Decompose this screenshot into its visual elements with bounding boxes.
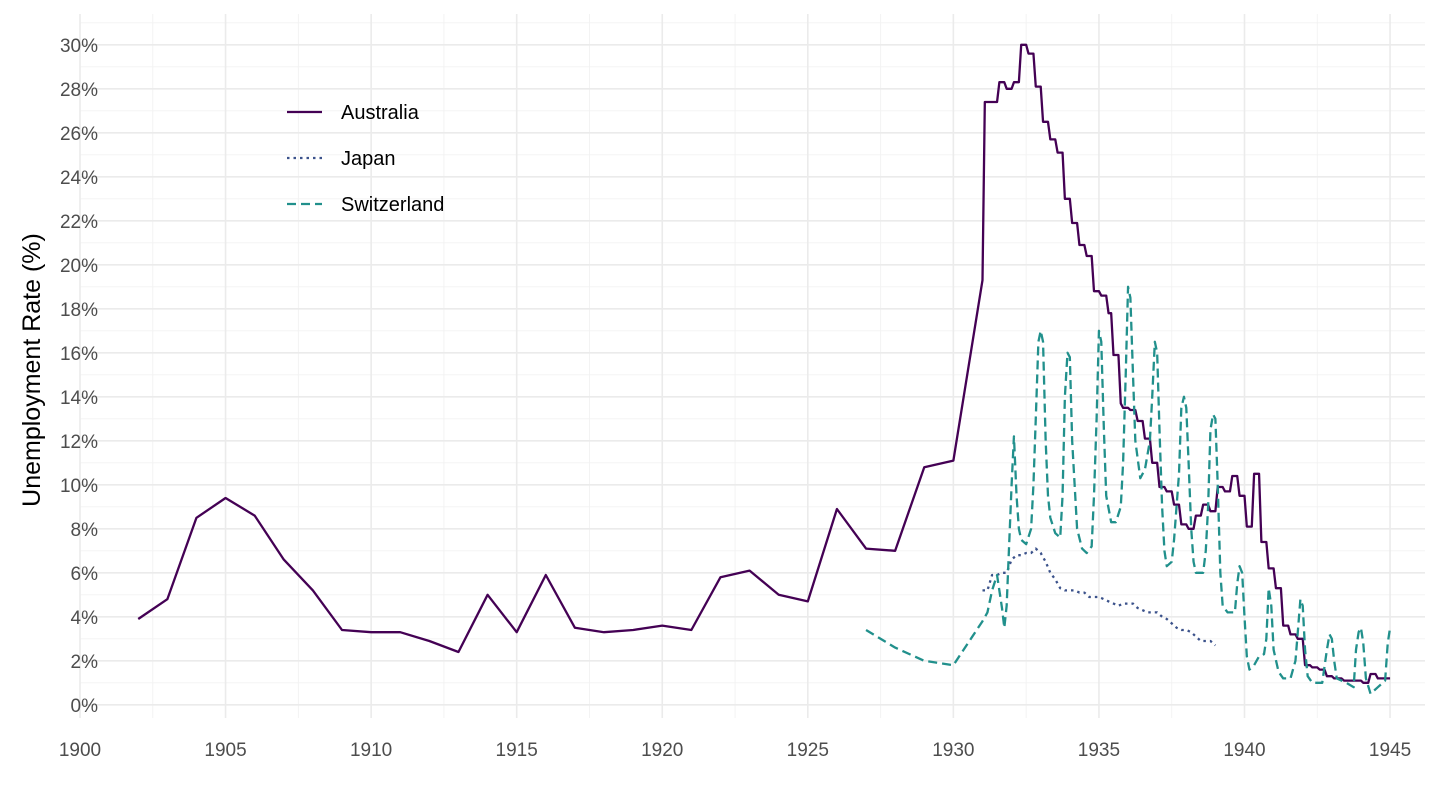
y-tick-label: 12% bbox=[60, 432, 98, 453]
y-tick-label: 26% bbox=[60, 124, 98, 145]
legend-label-switzerland: Switzerland bbox=[341, 194, 444, 216]
y-tick-label: 8% bbox=[71, 520, 99, 541]
grid-layer bbox=[79, 14, 1425, 718]
y-tick-label: 28% bbox=[60, 80, 98, 101]
x-tick-label: 1930 bbox=[932, 740, 974, 761]
x-tick-label: 1935 bbox=[1078, 740, 1120, 761]
x-tick-label: 1940 bbox=[1223, 740, 1265, 761]
x-tick-label: 1915 bbox=[496, 740, 538, 761]
series-line-australia bbox=[137, 43, 1391, 684]
y-tick-label: 0% bbox=[71, 696, 99, 717]
y-tick-label: 20% bbox=[60, 256, 98, 277]
y-axis-tick-labels: 0% 2% 4% 6% 8% 10% 12% 14% 16% 18% 20% 22% 24% 26% 28%… bbox=[60, 36, 98, 717]
y-tick-label: 22% bbox=[60, 212, 98, 233]
y-tick-label: 4% bbox=[71, 608, 99, 629]
x-tick-label: 1945 bbox=[1369, 740, 1411, 761]
series-layer bbox=[137, 43, 1392, 695]
y-axis-title: Unemployment Rate (%) bbox=[18, 233, 46, 507]
x-tick-label: 1905 bbox=[204, 740, 246, 761]
y-tick-label: 10% bbox=[60, 476, 98, 497]
legend-label-australia: Australia bbox=[341, 102, 420, 124]
x-tick-label: 1920 bbox=[641, 740, 683, 761]
series-line-japan bbox=[982, 547, 1217, 647]
x-axis-tick-labels: 1900 1905 1910 1915 1920 1925 1930 1935 1940 1945 bbox=[59, 740, 1411, 761]
x-tick-label: 1925 bbox=[787, 740, 829, 761]
y-tick-label: 16% bbox=[60, 344, 98, 365]
x-tick-label: 1910 bbox=[350, 740, 392, 761]
y-tick-label: 14% bbox=[60, 388, 98, 409]
series-line-switzerland bbox=[865, 285, 1392, 695]
y-tick-label: 18% bbox=[60, 300, 98, 321]
y-tick-label: 24% bbox=[60, 168, 98, 189]
y-tick-label: 30% bbox=[60, 36, 98, 57]
legend-label-japan: Japan bbox=[341, 148, 396, 170]
y-tick-label: 2% bbox=[71, 652, 99, 673]
y-tick-label: 6% bbox=[71, 564, 99, 585]
legend: Australia Japan Switzerland bbox=[287, 102, 444, 216]
x-tick-label: 1900 bbox=[59, 740, 101, 761]
